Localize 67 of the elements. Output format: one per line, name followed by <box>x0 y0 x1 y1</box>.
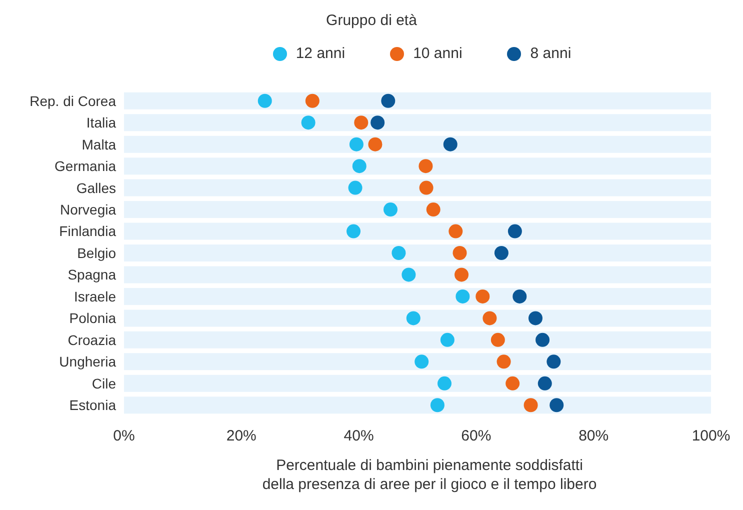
point <box>546 354 561 369</box>
point <box>392 246 406 260</box>
point <box>482 311 497 326</box>
point <box>454 268 469 282</box>
point <box>258 94 272 108</box>
point <box>370 116 385 130</box>
point <box>426 202 440 217</box>
point <box>512 289 527 304</box>
x-tick-label: 80% <box>578 428 609 445</box>
y-tick-label: Estonia <box>69 397 116 414</box>
point <box>536 332 550 347</box>
point <box>352 159 366 174</box>
point <box>524 398 538 412</box>
y-tick-label: Germania <box>54 158 116 174</box>
point <box>538 376 552 390</box>
point <box>508 224 522 238</box>
point <box>348 180 362 195</box>
y-tick-label: Croazia <box>68 332 116 348</box>
point <box>490 332 505 347</box>
point <box>438 376 452 390</box>
y-tick-label: Ungheria <box>59 354 116 370</box>
point <box>384 202 398 217</box>
point <box>496 354 511 369</box>
legend-label: 8 anni <box>530 45 572 62</box>
point <box>440 332 454 347</box>
y-tick-label: Polonia <box>69 310 116 326</box>
point <box>418 159 433 174</box>
point <box>550 398 564 412</box>
x-tick-label: 20% <box>226 428 256 445</box>
point <box>494 246 508 260</box>
point <box>456 289 470 304</box>
x-tick-label: 0% <box>113 428 135 445</box>
point <box>528 311 542 326</box>
legend-label: 10 anni <box>413 45 462 62</box>
y-tick-label: Israele <box>74 288 116 304</box>
point <box>430 398 444 412</box>
y-tick-label: Italia <box>86 114 116 131</box>
legend-title: Gruppo di età <box>325 12 418 29</box>
point <box>406 311 420 326</box>
y-tick-label: Norvegia <box>60 202 116 218</box>
point <box>349 137 364 152</box>
legend-label: 12 anni <box>296 45 346 62</box>
point <box>305 94 320 108</box>
y-tick-label: Galles <box>76 180 116 196</box>
y-tick-label: Cile <box>92 375 116 392</box>
x-axis-title: Percentuale di bambini pienamente soddisfatti della presenza di aree per il gioco e il tempo libero <box>261 456 598 494</box>
point <box>368 137 382 152</box>
point <box>346 224 361 238</box>
x-tick-label: 60% <box>461 428 492 445</box>
point <box>354 116 368 130</box>
x-tick-label: 100% <box>692 428 730 445</box>
point <box>448 224 463 238</box>
y-tick-label: Rep. di Corea <box>30 92 116 109</box>
y-tick-label: Belgio <box>77 244 116 261</box>
point <box>381 94 396 108</box>
point <box>506 376 520 390</box>
point <box>476 289 490 304</box>
point <box>452 246 467 260</box>
point <box>301 116 316 130</box>
point <box>443 137 458 152</box>
y-tick-label: Malta <box>82 136 116 152</box>
point <box>419 180 434 195</box>
point <box>402 268 416 282</box>
point <box>414 354 429 369</box>
y-tick-label: Spagna <box>68 266 116 283</box>
y-tick-label: Finlandia <box>59 223 116 240</box>
x-tick-label: 40% <box>344 428 374 445</box>
